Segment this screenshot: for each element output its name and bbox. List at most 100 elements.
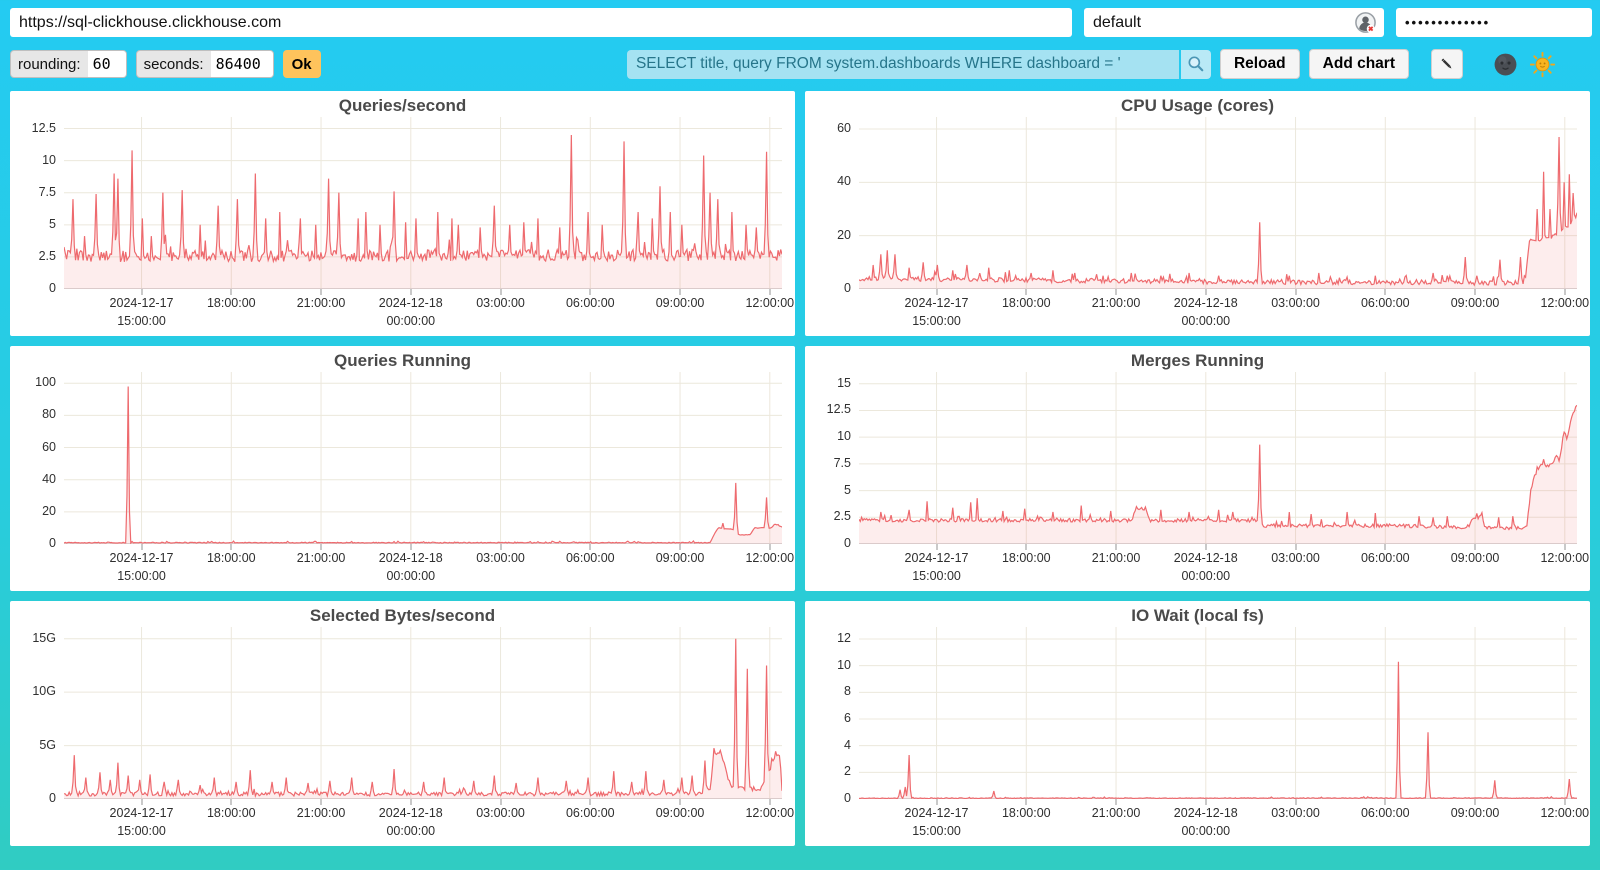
seconds-input[interactable] <box>210 51 273 77</box>
x-tick-mark <box>679 799 682 805</box>
y-axis-label: 20 <box>42 503 56 518</box>
light-theme-button[interactable] <box>1528 50 1556 78</box>
x-axis: 2024-12-17 15:00:00 18:00:00 21:00:00 2024-1… <box>64 289 794 334</box>
chart-canvas[interactable] <box>859 372 1577 544</box>
chart-canvas[interactable] <box>859 117 1577 289</box>
seconds-control: seconds: <box>135 50 274 78</box>
seconds-label: seconds: <box>143 55 204 73</box>
y-axis-label: 80 <box>42 407 56 422</box>
x-tick-mark <box>320 544 323 550</box>
x-tick-mark <box>499 544 502 550</box>
x-axis-label: 18:00:00 <box>1001 551 1051 565</box>
y-axis-label: 10 <box>837 657 851 672</box>
y-axis-label: 8 <box>844 684 851 699</box>
x-tick-mark <box>1204 544 1207 550</box>
x-tick-mark <box>935 544 938 550</box>
x-axis-label: 21:00:00 <box>296 806 346 820</box>
x-tick-mark <box>1384 544 1387 550</box>
y-axis-label: 15 <box>837 375 851 390</box>
y-axis-label: 5 <box>844 482 851 497</box>
x-axis-label: 21:00:00 <box>1091 296 1141 310</box>
x-tick-mark <box>1563 289 1566 295</box>
x-tick-mark <box>768 799 771 805</box>
x-tick-mark <box>499 289 502 295</box>
chart-panel-cpu-usage: CPU Usage (cores) 2024-12-17 15:00:00 18:0… <box>805 91 1590 336</box>
x-axis-label: 06:00:00 <box>1360 296 1410 310</box>
x-tick-mark <box>1204 289 1207 295</box>
y-axis-label: 60 <box>837 121 851 135</box>
x-axis-label: 06:00:00 <box>565 806 615 820</box>
x-axis-label: 21:00:00 <box>1091 806 1141 820</box>
x-tick-mark <box>1025 799 1028 805</box>
x-axis-label: 2024-12-18 00:00:00 <box>378 806 443 838</box>
run-query-button[interactable] <box>1180 49 1211 79</box>
dashboard-query-input[interactable] <box>626 49 1179 79</box>
x-axis-label: 2024-12-18 00:00:00 <box>1173 296 1238 328</box>
x-tick-mark <box>935 799 938 805</box>
x-axis-label: 21:00:00 <box>296 296 346 310</box>
x-tick-mark <box>1384 799 1387 805</box>
chart-panel-queries-per-second: Queries/second 2024-12-17 15:00:00 18:00:0… <box>10 91 795 336</box>
rounding-control: rounding: <box>10 50 127 78</box>
user-field-wrap <box>1084 8 1384 37</box>
y-axis-label: 5 <box>49 216 56 231</box>
dark-theme-button[interactable] <box>1491 50 1519 78</box>
rounding-label: rounding: <box>18 55 81 73</box>
dashboard-query-wrap <box>626 49 1211 79</box>
chart-canvas[interactable] <box>64 372 782 544</box>
x-tick-mark <box>935 289 938 295</box>
x-tick-mark <box>1115 799 1118 805</box>
x-axis-label: 2024-12-18 00:00:00 <box>378 296 443 328</box>
server-url-input[interactable] <box>10 8 1072 37</box>
chart-canvas[interactable] <box>64 117 782 289</box>
y-axis-label: 2.5 <box>833 509 851 524</box>
y-axis-label: 7.5 <box>38 184 56 199</box>
x-tick-mark <box>140 799 143 805</box>
x-tick-mark <box>768 544 771 550</box>
chart-title: Queries Running <box>334 351 471 370</box>
x-tick-mark <box>1115 289 1118 295</box>
ok-button[interactable]: Ok <box>282 50 321 78</box>
x-tick-mark <box>1204 799 1207 805</box>
x-axis-label: 06:00:00 <box>1360 551 1410 565</box>
reload-button[interactable]: Reload <box>1219 49 1300 79</box>
x-axis-label: 18:00:00 <box>1001 806 1051 820</box>
x-tick-mark <box>499 799 502 805</box>
add-chart-button[interactable]: Add chart <box>1308 49 1409 79</box>
y-axis-label: 10G <box>32 684 56 699</box>
x-axis-label: 03:00:00 <box>476 551 525 565</box>
x-axis-label: 21:00:00 <box>1091 551 1141 565</box>
x-axis-label: 2024-12-18 00:00:00 <box>378 551 443 583</box>
x-axis: 2024-12-17 15:00:00 18:00:00 21:00:00 2024-1… <box>859 799 1589 844</box>
y-axis-label: 0 <box>844 791 851 805</box>
x-tick-mark <box>409 544 412 550</box>
password-input[interactable] <box>1396 8 1592 37</box>
y-axis-label: 0 <box>49 281 56 295</box>
x-axis-label: 09:00:00 <box>1450 806 1500 820</box>
x-axis-label: 21:00:00 <box>296 551 346 565</box>
y-axis-label: 12.5 <box>31 120 56 135</box>
x-tick-mark <box>409 799 412 805</box>
y-axis-label: 5G <box>39 737 56 752</box>
x-axis-label: 18:00:00 <box>206 806 256 820</box>
chart-canvas[interactable] <box>859 627 1577 799</box>
chart-canvas[interactable] <box>64 627 782 799</box>
chart-panel-merges-running: Merges Running 2024-12-17 15:00:00 18:00:0… <box>805 346 1590 591</box>
edit-button[interactable] <box>1431 49 1463 79</box>
x-axis-label: 03:00:00 <box>1271 551 1320 565</box>
y-axis-label: 12 <box>837 631 851 645</box>
x-axis-label: 2024-12-17 15:00:00 <box>904 806 969 838</box>
x-tick-mark <box>589 289 592 295</box>
rounding-input[interactable] <box>87 51 126 77</box>
y-axis-label: 4 <box>844 737 851 752</box>
chart-title: Selected Bytes/second <box>309 606 496 625</box>
x-axis-label: 03:00:00 <box>1271 296 1320 310</box>
username-input[interactable] <box>1084 8 1384 37</box>
x-axis-label: 03:00:00 <box>476 296 525 310</box>
new-moon-face-icon <box>1494 53 1516 75</box>
x-axis-label: 03:00:00 <box>476 806 525 820</box>
x-tick-mark <box>230 799 233 805</box>
x-axis-label: 18:00:00 <box>1001 296 1051 310</box>
y-axis-label: 40 <box>837 174 851 189</box>
dashboard-toolbar: rounding: seconds: Ok Reload Add chart <box>0 37 1600 79</box>
